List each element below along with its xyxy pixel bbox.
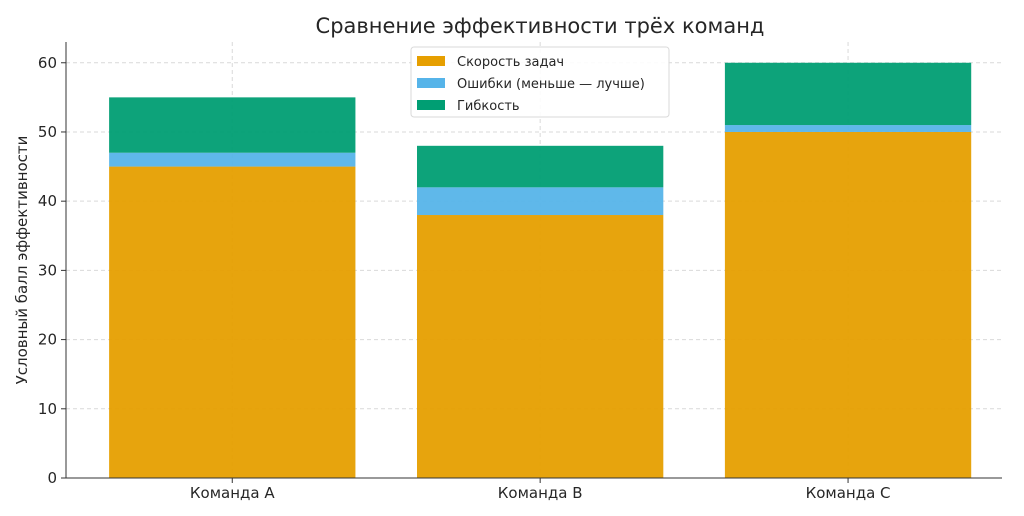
y-tick-label: 40 (38, 192, 57, 210)
y-tick-label: 30 (38, 261, 57, 279)
y-tick-label: 50 (38, 123, 57, 141)
bar-segment (724, 125, 972, 132)
bar-segment (109, 97, 356, 153)
bar-segment (109, 152, 356, 167)
legend-label: Ошибки (меньше — лучше) (457, 77, 645, 92)
y-axis-label: Условный балл эффективности (13, 136, 31, 385)
legend-swatch (417, 56, 445, 66)
y-tick-label: 0 (47, 469, 57, 487)
chart-title: Сравнение эффективности трёх команд (316, 14, 765, 38)
y-tick-label: 20 (38, 331, 57, 349)
bar-segment (109, 166, 356, 479)
bar-segment (417, 145, 664, 188)
bar-segment (724, 131, 972, 478)
legend-label: Гибкость (457, 99, 520, 114)
bar-segment (724, 62, 972, 126)
bar-segment (417, 215, 664, 478)
legend-swatch (417, 100, 445, 110)
axes: 0 10 20 30 40 50 60 Команда A Команда B Команда C (38, 42, 1002, 502)
y-tick-label: 10 (38, 400, 57, 418)
bars (109, 62, 972, 479)
x-tick-label: Команда A (190, 484, 275, 502)
x-tick-label: Команда B (498, 484, 583, 502)
y-tick-label: 60 (38, 54, 57, 72)
legend-label: Скорость задач (457, 55, 564, 70)
legend-box (410, 46, 670, 118)
x-tick-label: Команда C (806, 484, 891, 502)
bar-segment (417, 187, 664, 216)
legend: Скорость задач Ошибки (меньше — лучше) Гиб… (410, 46, 670, 118)
legend-swatch (417, 78, 445, 88)
